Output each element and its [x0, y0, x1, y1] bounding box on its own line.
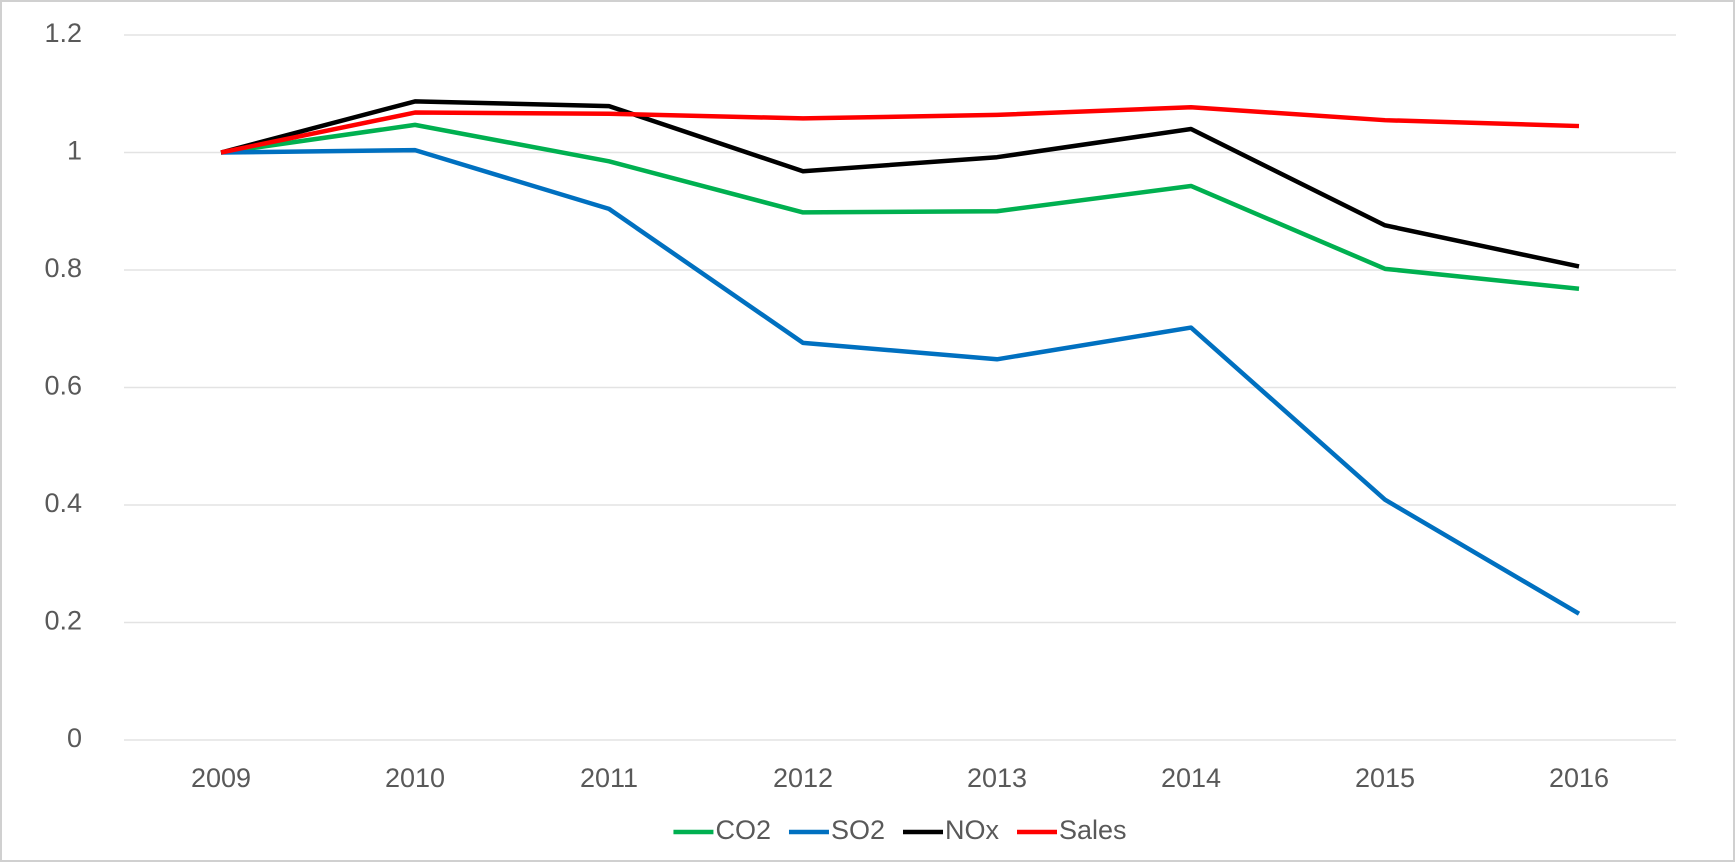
- series-line: [220, 122, 1580, 292]
- series-line: [220, 105, 1580, 155]
- legend: CO2 SO2 NOx Sales: [673, 815, 1127, 845]
- x-tick-label: 2016: [1549, 763, 1609, 793]
- x-tick-label: 2013: [967, 763, 1027, 793]
- x-tick-label: 2014: [1161, 763, 1221, 793]
- y-tick-label: 0.8: [44, 253, 82, 283]
- y-tick-label: 1: [67, 136, 82, 166]
- legend-label: Sales: [1059, 815, 1127, 845]
- legend-label: SO2: [831, 815, 885, 845]
- legend-label: CO2: [715, 815, 771, 845]
- y-tick-label: 0.6: [44, 371, 82, 401]
- legend-label: NOx: [945, 815, 1000, 845]
- y-tick-label: 0.4: [44, 488, 82, 518]
- x-tick-label: 2012: [773, 763, 833, 793]
- series-line: [220, 147, 1581, 616]
- y-tick-label: 1.2: [44, 18, 82, 48]
- series-line: [220, 99, 1580, 269]
- y-tick-label: 0.2: [44, 606, 82, 636]
- x-tick-label: 2010: [385, 763, 445, 793]
- x-tick-label: 2009: [191, 763, 251, 793]
- y-tick-label: 0: [67, 723, 82, 753]
- x-tick-label: 2011: [580, 763, 638, 793]
- x-tick-label: 2015: [1355, 763, 1415, 793]
